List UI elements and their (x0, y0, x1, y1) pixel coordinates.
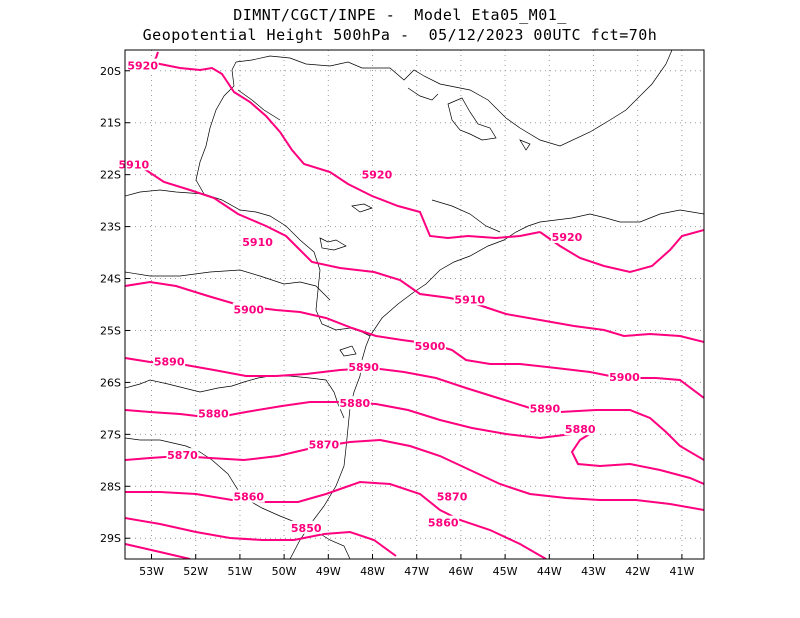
lat-tick-label: 27S (100, 428, 121, 441)
contour-label: 5900 (415, 340, 446, 353)
contour-label-background (427, 515, 460, 529)
map-title-line1: DIMNT/CGCT/INPE - Model Eta05_M01_ (233, 6, 567, 24)
contour-label: 5850 (291, 522, 322, 535)
contour-5880-loop (570, 429, 704, 485)
contour-label: 5920 (127, 60, 158, 73)
contour-label-background (564, 422, 597, 436)
contour-5920-east (539, 229, 704, 274)
contour-label-background (290, 520, 323, 534)
lon-tick-label: 50W (272, 565, 297, 578)
contour-label-background (550, 229, 583, 243)
lon-tick-label: 45W (493, 565, 518, 578)
contour-5860 (125, 480, 547, 559)
contour-label-background (413, 339, 446, 353)
contour-label-background (360, 167, 393, 181)
contour-5840 (125, 543, 191, 559)
lon-tick-label: 43W (581, 565, 606, 578)
contour-label-background (126, 58, 159, 72)
contour-label-background (232, 489, 265, 503)
contour-label: 5900 (233, 304, 264, 317)
contour-5850 (125, 517, 397, 557)
lon-tick-label: 46W (448, 565, 473, 578)
lon-tick-label: 49W (316, 565, 341, 578)
lon-tick-label: 53W (139, 565, 164, 578)
lat-tick-label: 24S (100, 273, 121, 286)
contour-label: 5880 (340, 397, 371, 410)
lat-tick-label: 23S (100, 221, 121, 234)
contour-label: 5890 (348, 361, 379, 374)
contour-label-background (117, 157, 150, 171)
contour-label-background (338, 396, 371, 410)
contour-label-background (453, 292, 486, 306)
coastline-borders (125, 50, 704, 559)
contour-label: 5890 (154, 356, 185, 369)
contour-label-background (347, 359, 380, 373)
lat-lon-grid (125, 50, 704, 559)
lon-tick-label: 47W (404, 565, 429, 578)
contour-labels: 5920 5920 5920 5910 5910 5910 5900 5900 5900 5890… (117, 58, 641, 535)
contour-5920 (151, 61, 541, 240)
lon-tick-label: 52W (183, 565, 208, 578)
contour-label: 5920 (552, 231, 583, 244)
contour-label-background (608, 370, 641, 384)
contour-label: 5880 (198, 408, 229, 421)
contour-label-background (307, 437, 340, 451)
lon-tick-label: 42W (625, 565, 650, 578)
contour-label-background (528, 401, 561, 415)
contour-label: 5910 (454, 293, 485, 306)
lon-tick-label: 41W (669, 565, 694, 578)
contour-label: 5860 (233, 491, 264, 504)
contour-label-background (436, 489, 469, 503)
axis-ticks: 53W 52W 51W 50W 49W 48W 47W 46W 45W 44W 43W 42W 41W 2… (100, 65, 694, 578)
contour-label: 5870 (167, 449, 198, 462)
lat-tick-label: 25S (100, 324, 121, 337)
lat-tick-label: 26S (100, 376, 121, 389)
contour-label-background (166, 448, 199, 462)
map-frame (124, 49, 705, 560)
geopotential-contours (125, 51, 704, 559)
contour-label: 5890 (530, 402, 561, 415)
contour-label: 5860 (428, 517, 459, 530)
contour-label: 5920 (362, 169, 393, 182)
lat-tick-label: 28S (100, 480, 121, 493)
contour-label: 5870 (437, 491, 468, 504)
contour-label: 5870 (309, 439, 340, 452)
lat-tick-label: 21S (100, 117, 121, 130)
lon-tick-label: 44W (537, 565, 562, 578)
map-title-line2: Geopotential Height 500hPa - 05/12/2023 … (142, 26, 658, 44)
contour-label-background (232, 302, 265, 316)
contour-5910 (125, 159, 704, 343)
contour-5890 (125, 357, 704, 461)
lon-tick-label: 48W (360, 565, 385, 578)
lat-tick-label: 22S (100, 169, 121, 182)
contour-label: 5880 (565, 423, 596, 436)
contour-label: 5910 (119, 158, 150, 171)
contour-label: 5900 (609, 371, 640, 384)
contour-label-background (241, 235, 274, 249)
contour-label-background (153, 354, 186, 368)
lat-tick-label: 20S (100, 65, 121, 78)
lat-tick-label: 29S (100, 532, 121, 545)
contour-5870 (125, 438, 704, 511)
contour-label-background (197, 406, 230, 420)
contour-label: 5910 (242, 236, 273, 249)
lon-tick-label: 51W (227, 565, 252, 578)
